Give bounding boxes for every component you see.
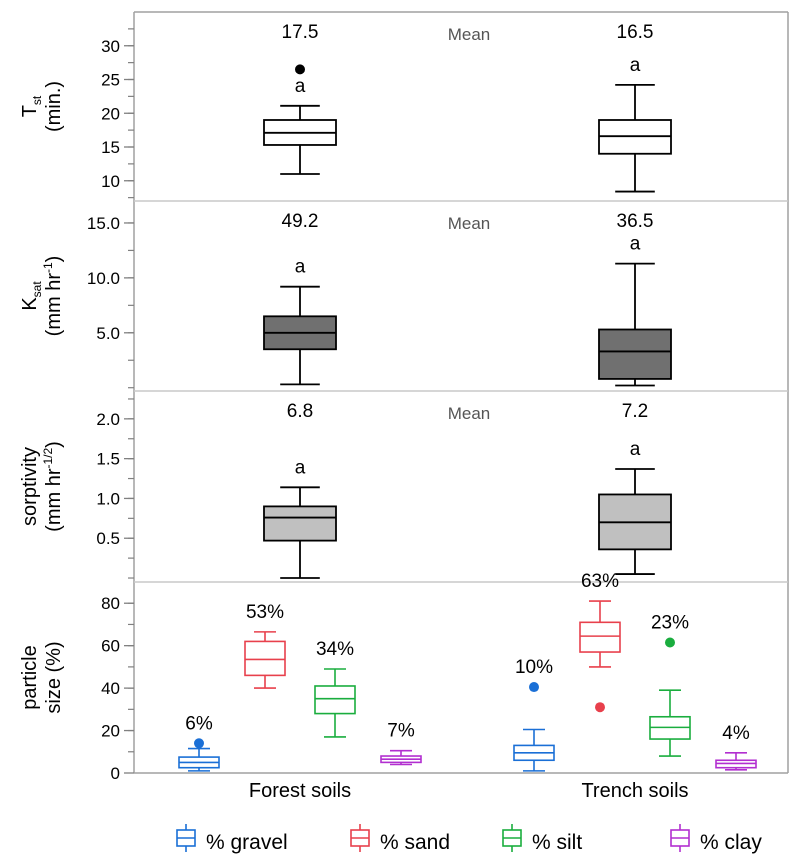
percent-label: 7%: [387, 721, 415, 742]
y-axis-label-superscript: -1/2: [41, 448, 55, 469]
y-axis-label-subscript: sat: [30, 281, 44, 298]
box-iqr: [263, 505, 337, 542]
percent-label: 4%: [722, 723, 750, 744]
y-axis-label-main: sorptivity: [19, 447, 41, 526]
box-iqr: [579, 621, 621, 653]
y-axis-label-close: ): [43, 441, 65, 448]
y-axis-label-main: T: [19, 105, 41, 117]
legend-label: % gravel: [206, 831, 288, 854]
y-axis-label: Tst (min.): [19, 81, 65, 132]
y-tick-label: 40: [101, 679, 120, 698]
significance-letter: a: [295, 257, 306, 278]
box-outlier: [529, 682, 539, 693]
mean-label: Mean: [448, 214, 491, 233]
box-iqr: [598, 328, 672, 380]
y-axis-label: particle size (%): [19, 641, 65, 713]
significance-letter: a: [630, 234, 641, 255]
y-axis-label-unit: (mm hr: [43, 273, 65, 337]
y-axis-label-superscript: -1: [41, 262, 55, 273]
percent-label: 63%: [581, 571, 619, 592]
box-outlier: [595, 702, 605, 713]
y-tick-label: 5.0: [96, 324, 120, 343]
y-axis-label-unit: (min.): [43, 81, 65, 132]
mean-value: 7.2: [622, 401, 648, 422]
significance-letter: a: [630, 55, 641, 76]
y-axis-label-line1: Tst: [19, 95, 44, 117]
mean-value: 36.5: [617, 211, 654, 232]
x-category-label: Forest soils: [249, 780, 351, 802]
y-tick-label: 80: [101, 594, 120, 613]
percent-label: 53%: [246, 602, 284, 623]
y-tick-label: 0: [111, 764, 120, 783]
y-tick-label: 60: [101, 637, 120, 656]
y-tick-label: 1.0: [96, 489, 120, 508]
box-outlier: [295, 64, 305, 75]
y-axis-label-main: K: [19, 297, 41, 311]
y-axis-label-line1: particle: [19, 645, 41, 709]
y-tick-label: 15.0: [87, 214, 120, 233]
y-tick-label: 0.5: [96, 529, 120, 548]
y-axis-label-line1: Ksat: [19, 281, 44, 311]
y-axis-label-main: particle: [19, 645, 41, 709]
legend-label: % clay: [700, 831, 762, 854]
y-tick-label: 25: [101, 71, 120, 90]
y-tick-label: 20: [101, 104, 120, 123]
box-iqr: [244, 640, 286, 677]
percent-label: 23%: [651, 612, 689, 633]
y-tick-label: 10.0: [87, 269, 120, 288]
y-axis-label-close: ): [43, 256, 65, 263]
y-tick-label: 10: [101, 172, 120, 191]
legend-label: % silt: [532, 831, 582, 854]
y-tick-label: 1.5: [96, 450, 120, 469]
box-outlier: [665, 637, 675, 648]
mean-value: 49.2: [282, 211, 319, 232]
y-axis-label-line2: size (%): [43, 641, 65, 713]
box-iqr: [314, 685, 356, 715]
mean-value: 17.5: [282, 22, 319, 43]
y-axis-label-line1: sorptivity: [19, 447, 41, 526]
x-category-label: Trench soils: [581, 780, 688, 802]
y-axis-label-line2: (min.): [43, 81, 65, 132]
y-axis-label: Ksat (mm hr-1): [19, 256, 65, 337]
y-tick-label: 30: [101, 37, 120, 56]
y-tick-label: 15: [101, 138, 120, 157]
y-tick-label: 2.0: [96, 410, 120, 429]
y-axis-label-line2: (mm hr-1): [41, 256, 65, 337]
y-tick-label: 20: [101, 722, 120, 741]
y-axis-label-unit: size (%): [43, 641, 65, 713]
y-axis-label-subscript: st: [30, 95, 44, 105]
mean-value: 16.5: [617, 22, 654, 43]
percent-label: 10%: [515, 657, 553, 678]
mean-label: Mean: [448, 25, 491, 44]
mean-label: Mean: [448, 404, 491, 423]
legend-label: % sand: [380, 831, 450, 854]
significance-letter: a: [295, 76, 306, 97]
mean-value: 6.8: [287, 401, 313, 422]
percent-label: 6%: [185, 713, 213, 734]
y-axis-label: sorptivity (mm hr-1/2): [19, 441, 65, 532]
y-axis-label-unit: (mm hr: [43, 468, 65, 532]
y-axis-label-line2: (mm hr-1/2): [41, 441, 65, 532]
box-outlier: [194, 738, 204, 749]
significance-letter: a: [295, 457, 306, 478]
significance-letter: a: [630, 439, 641, 460]
percent-label: 34%: [316, 639, 354, 660]
